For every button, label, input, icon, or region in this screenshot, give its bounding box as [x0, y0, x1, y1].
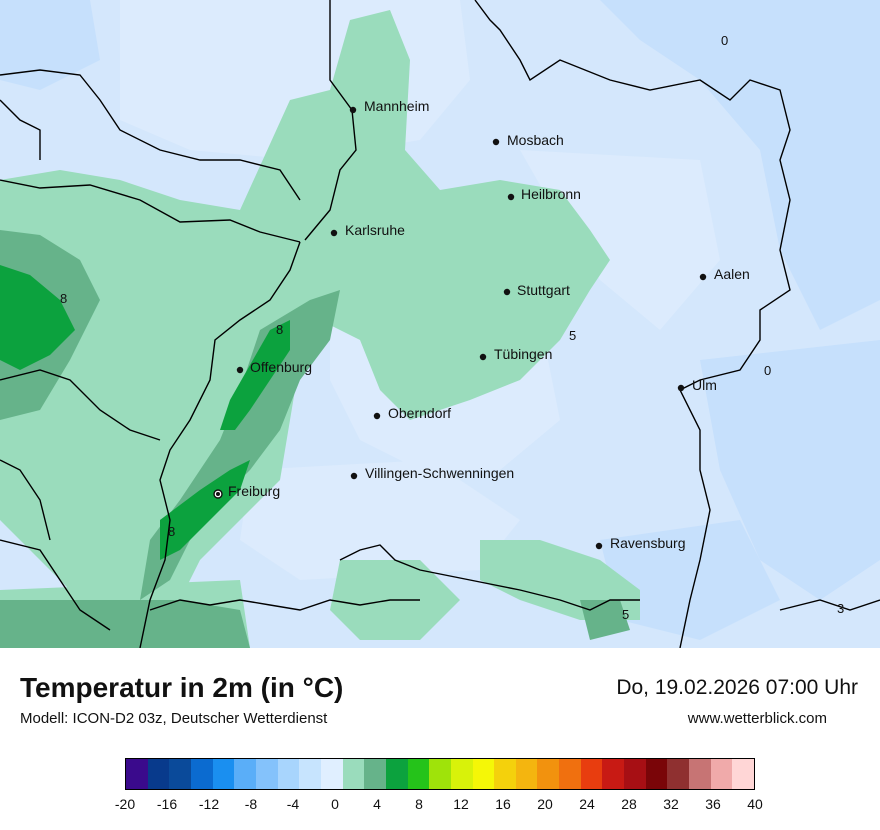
contour-labels: 0 8 8 5 0 8 5 3: [60, 33, 844, 622]
svg-text:Freiburg: Freiburg: [228, 483, 280, 499]
color-scale-cell: [126, 759, 148, 789]
color-scale-cell: [602, 759, 625, 789]
color-scale-cell: [255, 759, 278, 789]
color-scale-cell: [320, 759, 343, 789]
color-scale-cell: [494, 759, 516, 789]
color-scale-cell: [624, 759, 646, 789]
svg-text:Ulm: Ulm: [692, 377, 717, 393]
color-scale-cell: [234, 759, 256, 789]
color-scale-cell: [689, 759, 711, 789]
color-scale-cell: [429, 759, 451, 789]
svg-text:Karlsruhe: Karlsruhe: [345, 222, 405, 238]
svg-text:Villingen-Schwenningen: Villingen-Schwenningen: [365, 465, 514, 481]
contour-label: 8: [60, 291, 67, 306]
city-villingen-schwenningen[interactable]: Villingen-Schwenningen: [350, 465, 514, 481]
temperature-map: Mannheim Mosbach Heilbronn Karlsruhe Aal…: [0, 0, 880, 649]
contour-label: 5: [622, 607, 629, 622]
color-scale-tick-label: 16: [495, 796, 511, 812]
color-scale-cell: [342, 759, 365, 789]
color-scale-cell: [277, 759, 300, 789]
color-scale-tick-label: -8: [244, 796, 258, 812]
color-scale-cell: [645, 759, 668, 789]
color-scale-cell: [299, 759, 321, 789]
color-scale-cell: [710, 759, 733, 789]
city-mannheim[interactable]: Mannheim: [349, 98, 430, 114]
color-scale-cell: [212, 759, 235, 789]
city-markers: Mannheim Mosbach Heilbronn Karlsruhe Aal…: [213, 98, 750, 551]
city-heilbronn[interactable]: Heilbronn: [507, 186, 581, 202]
color-scale-cell: [147, 759, 170, 789]
temperature-field-minus2-0: [0, 0, 880, 640]
color-scale-cell: [537, 759, 560, 789]
svg-text:Mannheim: Mannheim: [364, 98, 429, 114]
forecast-datetime: Do, 19.02.2026 07:00 Uhr: [616, 676, 858, 699]
color-scale-tick-label: 20: [537, 796, 553, 812]
website-link[interactable]: www.wetterblick.com: [687, 710, 827, 727]
color-scale-cell: [580, 759, 603, 789]
country-borders: [0, 0, 880, 648]
city-freiburg[interactable]: Freiburg: [213, 483, 280, 499]
color-scale-cell: [364, 759, 386, 789]
color-scale-tick-label: 24: [579, 796, 595, 812]
svg-text:Oberndorf: Oberndorf: [388, 405, 451, 421]
color-scale-cell: [169, 759, 191, 789]
color-scale-cell: [667, 759, 690, 789]
svg-text:Heilbronn: Heilbronn: [521, 186, 581, 202]
svg-text:Ravensburg: Ravensburg: [610, 535, 686, 551]
color-scale-tick-label: -16: [156, 796, 178, 812]
color-scale-tick-label: 4: [373, 796, 381, 812]
svg-text:Offenburg: Offenburg: [250, 359, 312, 375]
contour-label: 5: [569, 328, 576, 343]
svg-text:Aalen: Aalen: [714, 266, 750, 282]
color-scale-cell: [385, 759, 408, 789]
color-scale-tick-label: 12: [453, 796, 469, 812]
city-oberndorf[interactable]: Oberndorf: [373, 405, 451, 421]
color-scale-tick-label: -12: [198, 796, 220, 812]
color-scale-cell: [732, 759, 755, 789]
contour-label: 3: [837, 601, 844, 616]
color-scale-bar: [125, 758, 755, 790]
city-ravensburg[interactable]: Ravensburg: [595, 535, 686, 551]
city-offenburg[interactable]: Offenburg: [236, 359, 312, 375]
city-tuebingen[interactable]: Tübingen: [479, 346, 553, 362]
color-scale-cell: [190, 759, 213, 789]
color-scale-cell: [515, 759, 538, 789]
contour-label: 8: [276, 322, 283, 337]
svg-text:Stuttgart: Stuttgart: [517, 282, 570, 298]
color-scale-cell: [407, 759, 430, 789]
svg-text:Mosbach: Mosbach: [507, 132, 564, 148]
color-scale-tick-label: 40: [747, 796, 763, 812]
color-scale-tick-label: 36: [705, 796, 721, 812]
map-title: Temperatur in 2m (in °C): [20, 672, 344, 703]
color-scale-cell: [450, 759, 473, 789]
city-ulm[interactable]: Ulm: [677, 377, 717, 393]
city-mosbach[interactable]: Mosbach: [492, 132, 564, 148]
city-karlsruhe[interactable]: Karlsruhe: [330, 222, 405, 238]
svg-text:Tübingen: Tübingen: [494, 346, 552, 362]
contour-label: 0: [764, 363, 771, 378]
city-aalen[interactable]: Aalen: [699, 266, 750, 282]
color-scale-tick-label: 32: [663, 796, 679, 812]
contour-label: 0: [721, 33, 728, 48]
model-info: Modell: ICON-D2 03z, Deutscher Wetterdie…: [20, 710, 328, 727]
city-stuttgart[interactable]: Stuttgart: [503, 282, 570, 298]
color-scale-tick-label: 8: [415, 796, 423, 812]
color-scale-cell: [472, 759, 495, 789]
contour-label: 8: [168, 524, 175, 539]
color-scale-tick-label: 0: [331, 796, 339, 812]
color-scale-tick-label: -20: [114, 796, 136, 812]
color-scale-ticks: -20 -16 -12 -8 -4 0 4 8 12 16 20 24 28 32 36 40: [0, 796, 880, 816]
color-scale-tick-label: -4: [286, 796, 300, 812]
map-footer: [0, 648, 880, 830]
color-scale-cell: [559, 759, 581, 789]
temperature-field-6-8: [0, 265, 290, 560]
color-scale-tick-label: 28: [621, 796, 637, 812]
